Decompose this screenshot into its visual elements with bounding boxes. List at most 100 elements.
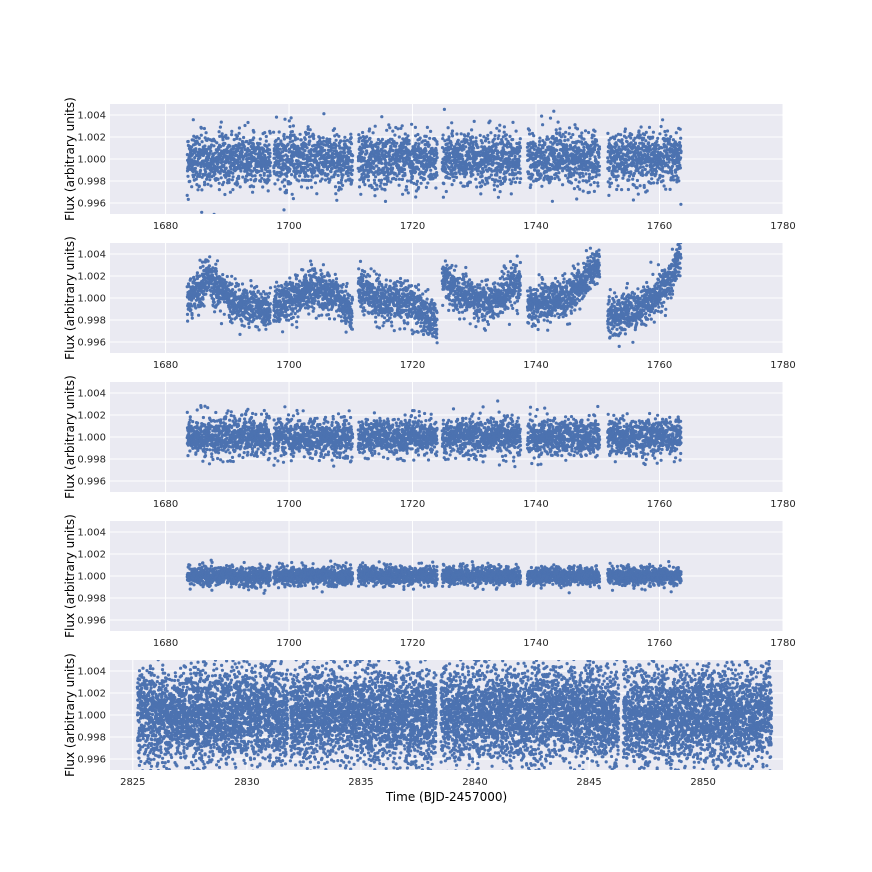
- x-tick-label: 1740: [523, 360, 548, 371]
- flux-point: [359, 168, 363, 172]
- flux-point: [224, 133, 228, 137]
- flux-point: [189, 277, 193, 281]
- flux-point: [474, 139, 478, 143]
- flux-point: [244, 289, 248, 293]
- flux-point: [363, 183, 367, 187]
- flux-point: [487, 162, 491, 166]
- flux-point: [623, 129, 627, 134]
- flux-point: [624, 158, 629, 162]
- flux-point: [333, 185, 338, 189]
- flux-point: [324, 164, 328, 168]
- flux-point: [434, 166, 438, 171]
- flux-point: [204, 131, 208, 135]
- flux-point: [638, 184, 642, 188]
- flux-point: [592, 189, 597, 193]
- flux-point: [597, 164, 602, 168]
- flux-point: [217, 147, 221, 151]
- flux-point: [240, 161, 244, 165]
- flux-point: [450, 183, 454, 187]
- flux-point: [368, 127, 372, 131]
- flux-point: [325, 167, 329, 171]
- flux-point: [238, 137, 242, 141]
- flux-point: [511, 120, 515, 124]
- flux-point: [459, 132, 463, 136]
- flux-point: [377, 152, 381, 156]
- flux-point: [447, 135, 451, 139]
- flux-point: [470, 128, 474, 132]
- flux-point: [306, 125, 310, 129]
- flux-point: [619, 133, 623, 137]
- flux-point: [283, 117, 287, 121]
- flux-point: [543, 141, 547, 145]
- flux-point: [503, 175, 507, 179]
- flux-point: [609, 159, 613, 163]
- flux-point: [542, 153, 546, 157]
- flux-point: [613, 160, 617, 164]
- flux-point: [240, 319, 244, 323]
- flux-point: [193, 302, 197, 306]
- y-tick-label: 1.000: [77, 155, 106, 166]
- flux-point: [281, 154, 285, 158]
- flux-point: [290, 173, 294, 177]
- flux-point: [221, 273, 225, 277]
- flux-point: [663, 129, 667, 134]
- flux-point: [214, 262, 218, 266]
- flux-point: [488, 175, 492, 179]
- flux-point: [278, 187, 282, 191]
- flux-point: [580, 171, 585, 175]
- flux-point: [383, 158, 387, 162]
- flux-point: [378, 171, 382, 175]
- flux-point: [386, 178, 390, 182]
- flux-point: [470, 169, 474, 173]
- flux-point: [230, 129, 234, 133]
- flux-point: [324, 139, 328, 144]
- flux-point: [498, 170, 502, 174]
- flux-point: [258, 316, 262, 320]
- flux-point: [185, 193, 189, 197]
- flux-point: [552, 109, 556, 113]
- flux-point: [450, 129, 455, 133]
- flux-point: [268, 321, 272, 325]
- flux-point: [380, 137, 384, 141]
- flux-point: [481, 167, 485, 171]
- flux-point: [257, 328, 261, 332]
- flux-point: [631, 198, 636, 202]
- flux-point: [369, 140, 373, 144]
- flux-point: [250, 304, 254, 308]
- flux-point: [531, 173, 535, 177]
- flux-point: [678, 144, 683, 148]
- flux-point: [667, 165, 671, 169]
- flux-point: [194, 306, 198, 310]
- flux-point: [255, 284, 259, 289]
- flux-point: [283, 178, 287, 182]
- flux-point: [319, 152, 323, 156]
- flux-point: [576, 185, 580, 189]
- flux-point: [464, 171, 469, 175]
- flux-point: [224, 280, 228, 284]
- flux-point: [263, 167, 268, 171]
- flux-point: [231, 171, 235, 175]
- flux-point: [197, 136, 201, 140]
- flux-point: [379, 140, 383, 144]
- flux-point: [414, 141, 418, 145]
- flux-point: [331, 146, 335, 150]
- flux-point: [268, 315, 272, 320]
- flux-point: [289, 116, 293, 120]
- flux-point: [282, 184, 286, 188]
- flux-point: [194, 149, 198, 153]
- y-tick-label: 0.998: [77, 316, 106, 327]
- y-tick-label: 0.996: [77, 199, 106, 210]
- flux-point: [674, 170, 678, 174]
- flux-point: [424, 149, 428, 153]
- flux-point: [298, 132, 302, 136]
- flux-point: [245, 178, 249, 182]
- flux-point: [339, 150, 343, 154]
- flux-point: [371, 131, 375, 135]
- flux-point: [528, 149, 532, 153]
- flux-point: [446, 126, 450, 130]
- flux-point: [496, 195, 500, 199]
- flux-point: [637, 136, 642, 140]
- flux-point: [291, 139, 295, 143]
- flux-point: [212, 212, 216, 214]
- flux-point: [541, 150, 546, 154]
